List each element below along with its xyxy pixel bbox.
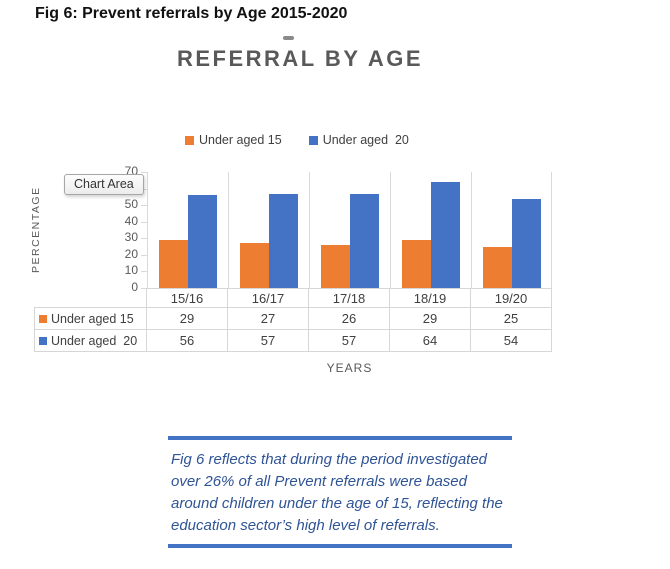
chart-title[interactable]: REFERRAL BY AGE: [176, 46, 424, 71]
table-series-name: Under aged 15: [51, 311, 134, 326]
bar-under-aged-20-18/19[interactable]: [430, 181, 460, 288]
table-value-cell: 29: [147, 308, 228, 330]
bar-under-aged-20-15/16[interactable]: [187, 195, 217, 288]
table-value-cell: 26: [309, 308, 390, 330]
table-value-cell: 57: [309, 330, 390, 352]
x-category-label: 17/18: [309, 288, 390, 308]
bar-under-aged-20-16/17[interactable]: [268, 193, 298, 288]
table-value-cell: 29: [390, 308, 471, 330]
gridline-vertical: [228, 172, 229, 288]
gridline-vertical: [390, 172, 391, 288]
x-category-label: 19/20: [471, 288, 552, 308]
table-value-cell: 64: [390, 330, 471, 352]
table-value-cell: 27: [228, 308, 309, 330]
table-series-name: Under aged 20: [51, 333, 138, 348]
bar-under-aged-20-17/18[interactable]: [349, 193, 379, 288]
y-tick-label: 20: [124, 246, 138, 261]
bar-under-aged-15-19/20[interactable]: [482, 246, 512, 288]
bar-under-aged-15-15/16[interactable]: [158, 239, 188, 288]
y-tick-mark: [141, 189, 147, 190]
table-series-label: Under aged 20: [34, 330, 147, 352]
y-tick-label: 40: [124, 213, 138, 228]
bar-under-aged-15-16/17[interactable]: [239, 243, 269, 288]
gridline-vertical: [309, 172, 310, 288]
chart-data-table: 15/16 16/17 17/18 18/19 19/20 Under aged 15 29…: [34, 288, 552, 352]
y-tick-label: 30: [124, 230, 138, 245]
bar-under-aged-15-17/18[interactable]: [320, 244, 350, 288]
y-tick-mark: [141, 238, 147, 239]
x-axis-title: YEARS: [326, 361, 373, 375]
x-category-label: 16/17: [228, 288, 309, 308]
table-corner-cell: [34, 288, 147, 308]
x-category-label: 15/16: [147, 288, 228, 308]
legend-item-under-aged-15[interactable]: Under aged 15: [185, 133, 282, 147]
table-series-label: Under aged 15: [34, 308, 147, 330]
figure-heading: Fig 6: Prevent referrals by Age 2015-202…: [35, 5, 348, 22]
legend-swatch-orange-icon: [185, 135, 194, 145]
gridline-vertical: [147, 172, 148, 288]
y-tick-mark: [141, 172, 147, 173]
quote-bottom-rule: [168, 544, 512, 548]
y-tick-label: 10: [124, 263, 138, 278]
quote-line: Fig 6 reflects that during the period in…: [171, 451, 488, 468]
gridline-vertical: [471, 172, 472, 288]
plot-area[interactable]: [147, 172, 552, 288]
table-value-cell: 56: [147, 330, 228, 352]
table-series-swatch-icon: [39, 314, 47, 323]
quote-line: education sector’s high level of referra…: [171, 517, 440, 534]
legend-label: Under aged 15: [199, 133, 282, 147]
y-tick-mark: [141, 255, 147, 256]
table-series-swatch-icon: [39, 336, 47, 345]
x-category-label: 18/19: [390, 288, 471, 308]
quote-top-rule: [168, 436, 512, 440]
table-value-cell: 54: [471, 330, 552, 352]
gridline-vertical: [551, 172, 552, 288]
table-value-cell: 25: [471, 308, 552, 330]
y-tick-mark: [141, 288, 147, 289]
table-value-cell: 57: [228, 330, 309, 352]
truncated-title-fragment: [283, 36, 294, 40]
chart-area-tooltip: Chart Area: [64, 174, 144, 195]
bar-under-aged-20-19/20[interactable]: [511, 198, 541, 288]
y-tick-mark: [141, 271, 147, 272]
quote-paragraph: Fig 6 reflects that during the period in…: [171, 449, 521, 537]
legend-swatch-blue-icon: [308, 135, 318, 145]
chart-legend[interactable]: Under aged 15 Under aged 20: [185, 133, 409, 147]
bar-under-aged-15-18/19[interactable]: [401, 239, 431, 288]
quote-line: over 26% of all Prevent referrals were b…: [171, 473, 467, 490]
quote-line: around children under the age of 15, ref…: [171, 495, 503, 512]
y-axis-title: PERCENTAGE: [30, 186, 42, 274]
y-tick-mark: [141, 222, 147, 223]
y-tick-label: 50: [124, 197, 138, 212]
y-tick-label: 0: [131, 280, 138, 294]
legend-item-under-aged-20[interactable]: Under aged 20: [308, 133, 409, 147]
y-tick-mark: [141, 205, 147, 206]
legend-label: Under aged 20: [322, 133, 409, 147]
